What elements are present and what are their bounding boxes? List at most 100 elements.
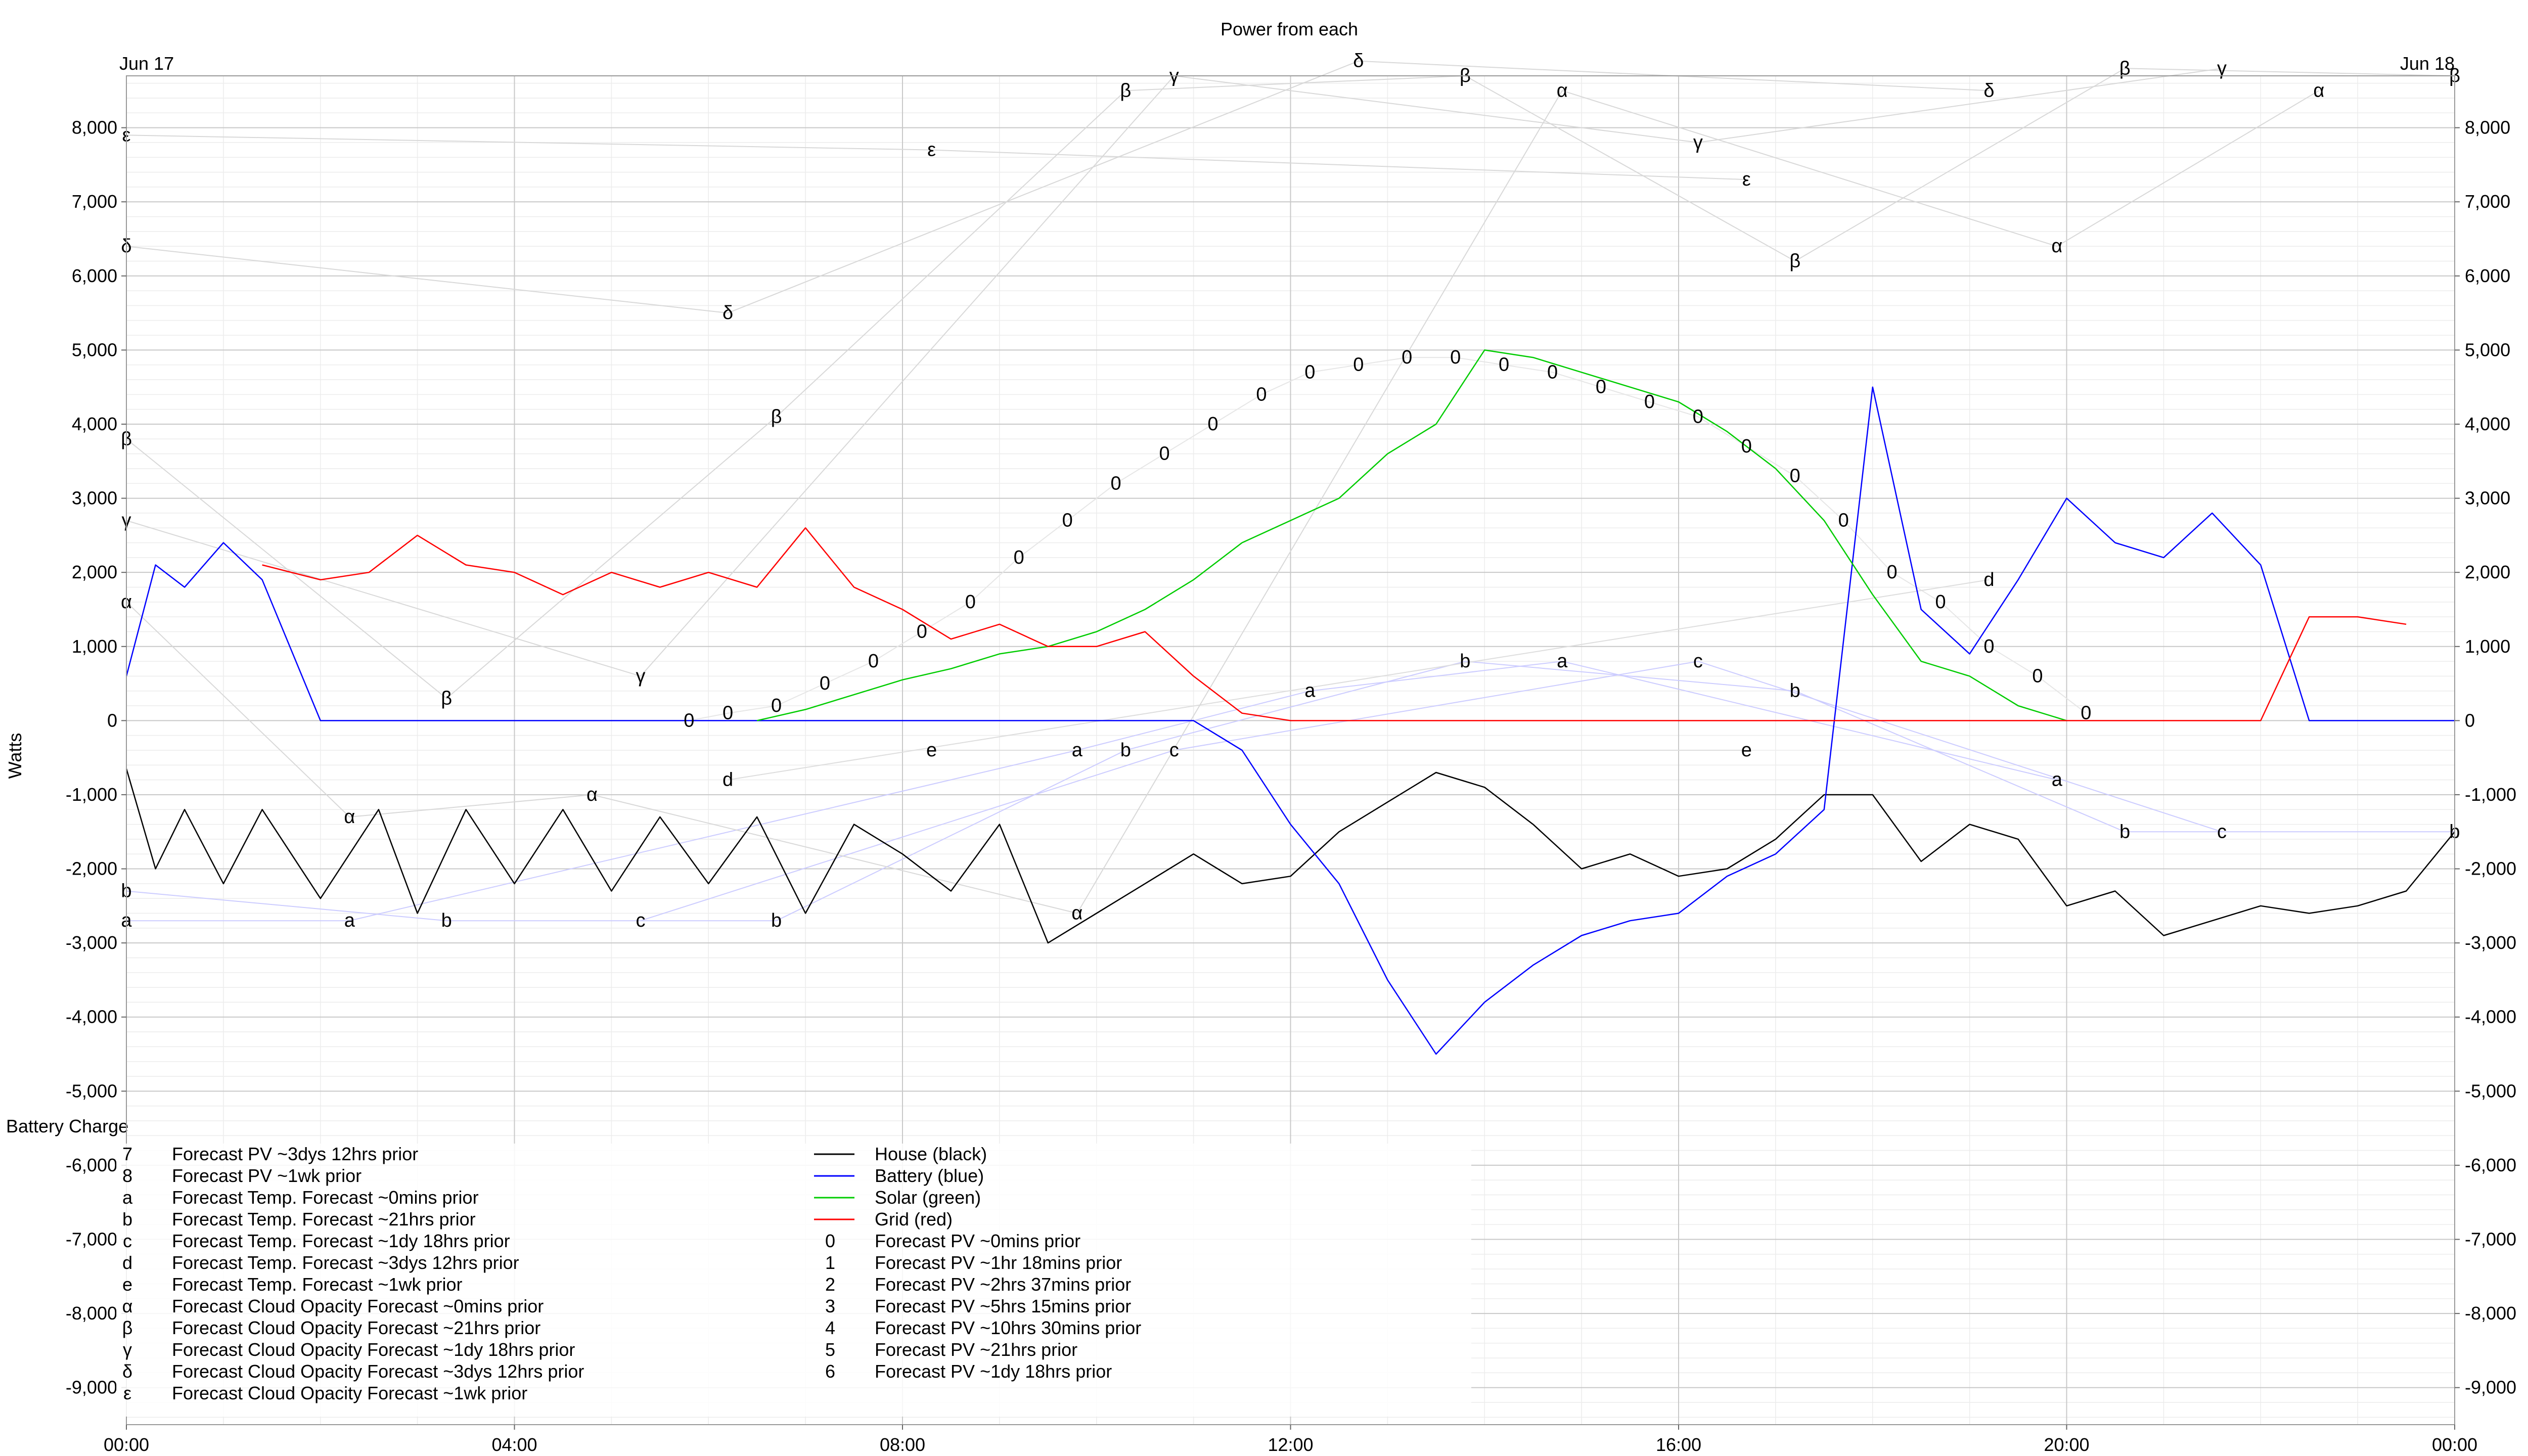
forecast-marker: β: [441, 688, 452, 709]
tick-label-y-left: 2,000: [72, 562, 117, 582]
tick-label-y-left: -2,000: [66, 858, 117, 879]
forecast-marker: c: [1693, 651, 1703, 672]
forecast-marker: c: [2217, 821, 2227, 842]
forecast-marker: ε: [1742, 169, 1751, 190]
tick-label-y-left: 5,000: [72, 339, 117, 360]
tick-label-y-left: -1,000: [66, 784, 117, 805]
forecast-marker: δ: [1983, 80, 1994, 101]
legend-symbol: 5: [825, 1339, 835, 1360]
forecast-marker: δ: [1353, 51, 1364, 72]
tick-label-y-right: 4,000: [2465, 414, 2510, 434]
forecast-marker: b: [441, 910, 452, 931]
forecast-marker: 0: [1983, 636, 1994, 657]
tick-label-y-right: -9,000: [2465, 1377, 2516, 1398]
legend-label: Forecast Temp. Forecast ~1dy 18hrs prior: [172, 1231, 510, 1251]
legend-symbol: 0: [825, 1231, 835, 1251]
legend-label: House (black): [875, 1144, 987, 1164]
legend-label: Forecast PV ~10hrs 30mins prior: [875, 1317, 1141, 1338]
tick-label-x: 20:00: [2044, 1434, 2089, 1455]
forecast-marker: ε: [927, 140, 936, 161]
legend-label: Battery (blue): [875, 1165, 984, 1186]
forecast-marker: β: [2119, 58, 2131, 79]
legend-label: Forecast PV ~1dy 18hrs prior: [875, 1361, 1112, 1382]
forecast-marker: a: [1304, 680, 1316, 702]
legend-label: Forecast PV ~2hrs 37mins prior: [875, 1274, 1131, 1295]
forecast-marker: γ: [636, 665, 645, 687]
forecast-marker: 0: [820, 673, 830, 694]
forecast-marker: b: [1120, 740, 1131, 761]
tick-label-y-right: 5,000: [2465, 339, 2510, 360]
tick-label-y-right: 3,000: [2465, 488, 2510, 509]
tick-label-y-right: -6,000: [2465, 1155, 2516, 1175]
legend-label: Forecast Cloud Opacity Forecast ~1wk pri…: [172, 1383, 527, 1403]
tick-label-y-right: -8,000: [2465, 1303, 2516, 1324]
legend-label: Solar (green): [875, 1187, 981, 1208]
forecast-marker: 0: [1596, 377, 1606, 398]
tick-label-y-left: 1,000: [72, 636, 117, 657]
forecast-marker: a: [1072, 740, 1083, 761]
legend-label: Forecast PV ~0mins prior: [875, 1231, 1080, 1251]
legend-label: Forecast Cloud Opacity Forecast ~21hrs p…: [172, 1317, 540, 1338]
legend-symbol: e: [122, 1274, 132, 1295]
forecast-marker: b: [771, 910, 782, 931]
legend-label: Forecast PV ~5hrs 15mins prior: [875, 1296, 1131, 1316]
forecast-marker: 0: [1644, 391, 1655, 413]
forecast-marker: 0: [1159, 443, 1169, 465]
legend-symbol: γ: [123, 1339, 132, 1360]
forecast-context-lines: [126, 60, 2455, 922]
battery-charge-label: Battery Charge: [6, 1116, 128, 1136]
forecast-marker: 0: [1935, 592, 1946, 613]
forecast-marker: β: [1789, 250, 1800, 271]
tick-label-y-right: -5,000: [2465, 1080, 2516, 1101]
tick-label-x: 16:00: [1656, 1434, 1701, 1455]
tick-label-y-right: -3,000: [2465, 932, 2516, 953]
legend-label: Forecast Cloud Opacity Forecast ~0mins p…: [172, 1296, 544, 1316]
tick-label-y-right: -4,000: [2465, 1007, 2516, 1027]
tick-label-y-right: -7,000: [2465, 1229, 2516, 1250]
forecast-marker: α: [2051, 236, 2062, 257]
date-left: Jun 17: [119, 53, 174, 74]
forecast-marker: α: [1071, 903, 1082, 924]
forecast-marker: 0: [1256, 384, 1267, 405]
legend-symbol: 7: [122, 1144, 132, 1164]
legend-label: Forecast PV ~21hrs prior: [875, 1339, 1077, 1360]
forecast-marker: c: [1169, 740, 1179, 761]
legend-label: Forecast Temp. Forecast ~0mins prior: [172, 1187, 479, 1208]
legend-symbol: 1: [825, 1252, 835, 1273]
forecast-marker: 0: [1887, 562, 1898, 583]
forecast-marker: b: [1460, 651, 1470, 672]
forecast-marker: 0: [2081, 703, 2091, 724]
legend-symbol: ε: [123, 1383, 131, 1403]
series-layer: [125, 349, 2455, 1055]
legend-symbol: 6: [825, 1361, 835, 1382]
forecast-marker: 0: [965, 592, 976, 613]
legend-symbol: δ: [122, 1361, 132, 1382]
tick-label-y-right: 8,000: [2465, 117, 2510, 138]
tick-label-y-left: 3,000: [72, 488, 117, 509]
legend-background: [116, 1144, 1471, 1417]
tick-label-y-left: -8,000: [66, 1303, 117, 1324]
tick-label-y-left: 0: [107, 710, 117, 731]
forecast-marker: γ: [1693, 132, 1703, 153]
legend-symbol: a: [122, 1187, 133, 1208]
forecast-marker: α: [1557, 80, 1568, 101]
forecast-marker: 0: [1790, 466, 1800, 487]
forecast-marker: δ: [723, 302, 733, 324]
legend-label: Forecast Cloud Opacity Forecast ~3dys 12…: [172, 1361, 584, 1382]
legend-label: Forecast Temp. Forecast ~1wk prior: [172, 1274, 463, 1295]
tick-label-y-left: 4,000: [72, 414, 117, 434]
forecast-context-line: [126, 90, 2319, 914]
legend-symbol: b: [122, 1209, 132, 1230]
forecast-marker: a: [1557, 651, 1568, 672]
tick-label-y-right: -1,000: [2465, 784, 2516, 805]
forecast-marker: a: [344, 910, 355, 931]
legend-label: Grid (red): [875, 1209, 953, 1230]
legend-label: Forecast PV ~1wk prior: [172, 1165, 362, 1186]
forecast-marker: 0: [1693, 406, 1703, 427]
axis-layer: 8,000 8,000 7,000 7,000 6,000 6,000 5,000 5,000…: [66, 75, 2516, 1455]
series-line: [262, 527, 2407, 721]
forecast-context-line: [640, 661, 2222, 922]
legend-symbol: β: [122, 1317, 133, 1338]
legend-symbol: c: [123, 1231, 132, 1251]
